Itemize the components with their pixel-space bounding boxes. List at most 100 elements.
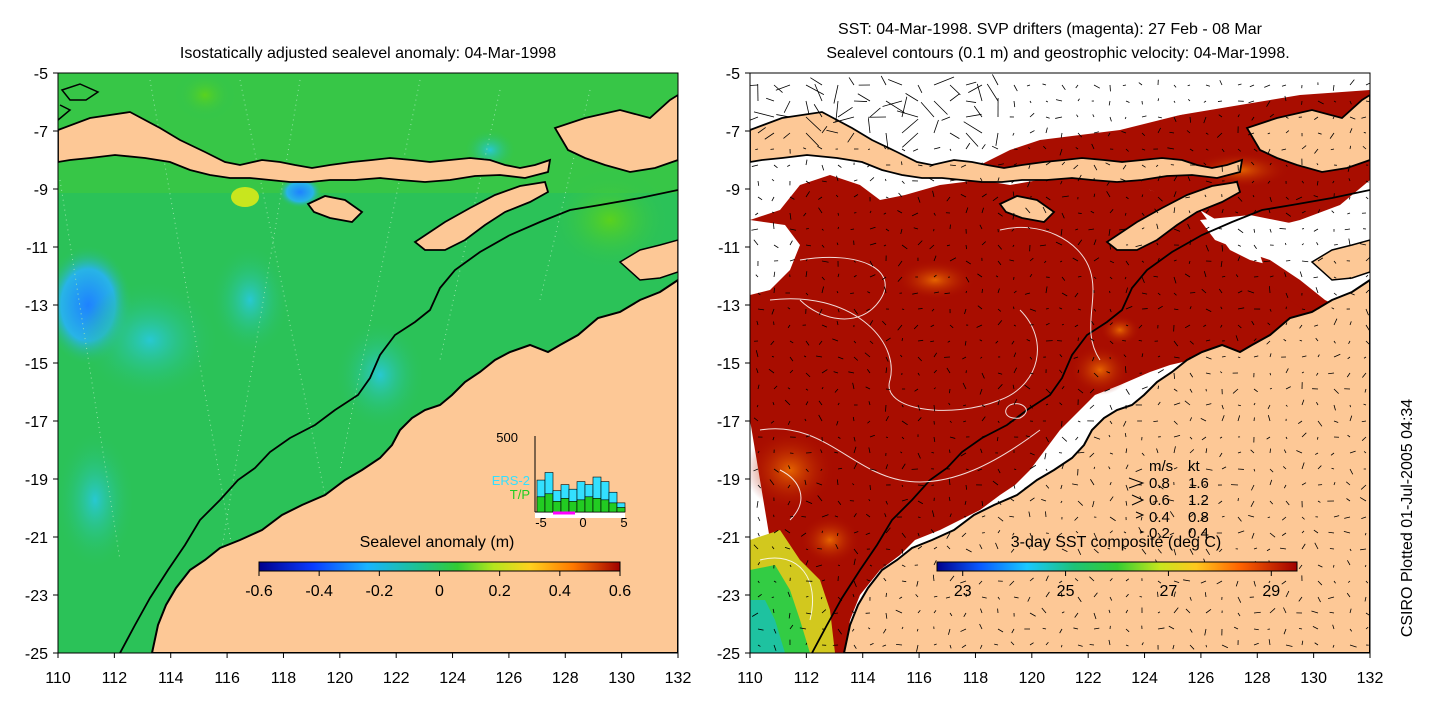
lat-tick-label: -23 bbox=[717, 588, 740, 605]
lon-tick-label: 130 bbox=[1300, 670, 1327, 687]
velocity-arrow bbox=[1014, 469, 1016, 470]
lat-tick-label: -13 bbox=[717, 298, 740, 315]
velocity-kt: 1.6 bbox=[1188, 475, 1209, 492]
lat-tick-label: -25 bbox=[717, 646, 740, 663]
velocity-arrow bbox=[949, 450, 950, 453]
inset-tp-bar bbox=[553, 501, 561, 512]
velocity-arrow bbox=[838, 213, 839, 216]
lon-tick-label: 110 bbox=[45, 670, 71, 687]
lon-tick-label: 126 bbox=[1188, 670, 1215, 687]
inset-xtick: 5 bbox=[620, 515, 627, 530]
velocity-arrow bbox=[1158, 386, 1159, 389]
velocity-arrow bbox=[1286, 260, 1290, 261]
velocity-arrow bbox=[918, 308, 923, 309]
lat-tick-label: -5 bbox=[34, 66, 48, 83]
lon-tick-label: 122 bbox=[1075, 670, 1102, 687]
lat-tick-label: -9 bbox=[34, 182, 48, 199]
lon-tick-label: 132 bbox=[1357, 670, 1384, 687]
velocity-arrow bbox=[1110, 245, 1111, 250]
velocity-arrow bbox=[838, 227, 839, 229]
lon-tick-label: 112 bbox=[794, 670, 820, 687]
inset-xtick: 0 bbox=[579, 515, 586, 530]
inset-xtick: -5 bbox=[535, 515, 547, 530]
lon-tick-label: 122 bbox=[383, 670, 410, 687]
lat-tick-label: -19 bbox=[25, 472, 48, 489]
velocity-ms: 0.8 bbox=[1149, 475, 1170, 492]
lat-tick-label: -21 bbox=[25, 530, 48, 547]
right-title-line1: SST: 04-Mar-1998. SVP drifters (magenta)… bbox=[838, 21, 1263, 38]
colorbar-tick-label: -0.6 bbox=[245, 583, 273, 600]
colorbar-tick-label: 0.6 bbox=[609, 583, 631, 600]
velocity-header-ms: m/s bbox=[1149, 458, 1173, 475]
colorbar-tick-label: 23 bbox=[954, 583, 972, 600]
lat-tick-label: -11 bbox=[718, 240, 740, 257]
lat-tick-label: -15 bbox=[717, 356, 740, 373]
inset-tp-bar bbox=[593, 498, 601, 512]
inset-tp-bar bbox=[609, 503, 617, 512]
sst-colorbar-title: 3-day SST composite (deg C) bbox=[1011, 534, 1221, 551]
colorbar-tick-label: -0.4 bbox=[305, 583, 333, 600]
colorbar-tick-label: 0 bbox=[435, 583, 444, 600]
velocity-arrow bbox=[1046, 229, 1049, 230]
colorbar-tick-label: 0.2 bbox=[489, 583, 511, 600]
inset-tp-bar bbox=[577, 500, 585, 512]
velocity-arrow bbox=[885, 405, 886, 412]
velocity-arrow bbox=[1045, 511, 1046, 517]
velocity-arrow bbox=[1090, 644, 1094, 645]
inset-tp-bar bbox=[537, 497, 545, 512]
lat-tick-label: -25 bbox=[25, 646, 48, 663]
velocity-arrow bbox=[868, 149, 870, 150]
lon-tick-label: 120 bbox=[326, 670, 353, 687]
inset-tp-bar bbox=[617, 507, 625, 512]
velocity-arrow bbox=[966, 291, 967, 293]
velocity-arrow bbox=[1078, 213, 1082, 214]
lon-tick-label: 124 bbox=[1131, 670, 1158, 687]
lat-tick-label: -17 bbox=[717, 414, 740, 431]
velocity-kt: 0.8 bbox=[1188, 509, 1209, 526]
velocity-arrow bbox=[1206, 645, 1207, 647]
lon-tick-label: 110 bbox=[737, 670, 763, 687]
velocity-header-kt: kt bbox=[1188, 458, 1201, 475]
inset-tp-bar bbox=[561, 498, 569, 512]
inset-legend-tp: T/P bbox=[510, 487, 530, 502]
velocity-ms: 0.4 bbox=[1149, 509, 1170, 526]
velocity-arrow bbox=[885, 179, 886, 181]
lat-tick-label: -21 bbox=[717, 530, 740, 547]
lon-tick-label: 118 bbox=[271, 670, 297, 687]
sla-colorbar-title: Sealevel anomaly (m) bbox=[360, 534, 515, 551]
velocity-arrow bbox=[772, 597, 774, 598]
velocity-kt: 1.2 bbox=[1188, 492, 1209, 509]
lon-tick-label: 116 bbox=[906, 670, 932, 687]
velocity-arrow bbox=[982, 289, 983, 293]
right-map-panel: SST: 04-Mar-1998. SVP drifters (magenta)… bbox=[742, 21, 1371, 653]
velocity-arrow bbox=[1061, 645, 1062, 647]
lat-tick-label: -19 bbox=[717, 472, 740, 489]
colorbar-tick-label: 29 bbox=[1262, 583, 1280, 600]
colorbar-tick-label: 27 bbox=[1160, 583, 1178, 600]
inset-tp-bar bbox=[601, 500, 609, 512]
lon-tick-label: 118 bbox=[963, 670, 989, 687]
lon-tick-label: 116 bbox=[214, 670, 240, 687]
velocity-arrow bbox=[886, 593, 887, 597]
velocity-arrow bbox=[1013, 307, 1014, 309]
inset-tp-bar bbox=[585, 497, 593, 512]
lat-tick-label: -15 bbox=[25, 356, 48, 373]
lat-tick-label: -11 bbox=[26, 240, 48, 257]
velocity-ms: 0.6 bbox=[1149, 492, 1170, 509]
lat-tick-label: -13 bbox=[25, 298, 48, 315]
velocity-arrow bbox=[918, 485, 924, 486]
lon-tick-label: 126 bbox=[496, 670, 523, 687]
lon-tick-label: 128 bbox=[1244, 670, 1271, 687]
lat-tick-label: -23 bbox=[25, 588, 48, 605]
velocity-arrow bbox=[902, 309, 904, 310]
inset-tp-bar bbox=[545, 494, 553, 512]
velocity-arrow bbox=[949, 389, 950, 393]
velocity-arrow bbox=[1218, 101, 1222, 102]
lon-tick-label: 120 bbox=[1018, 670, 1045, 687]
velocity-arrow bbox=[901, 161, 902, 165]
lon-tick-label: 130 bbox=[608, 670, 635, 687]
left-map-panel: Isostatically adjusted sealevel anomaly:… bbox=[43, 45, 678, 653]
velocity-arrow bbox=[772, 356, 774, 357]
velocity-arrow bbox=[822, 531, 823, 533]
